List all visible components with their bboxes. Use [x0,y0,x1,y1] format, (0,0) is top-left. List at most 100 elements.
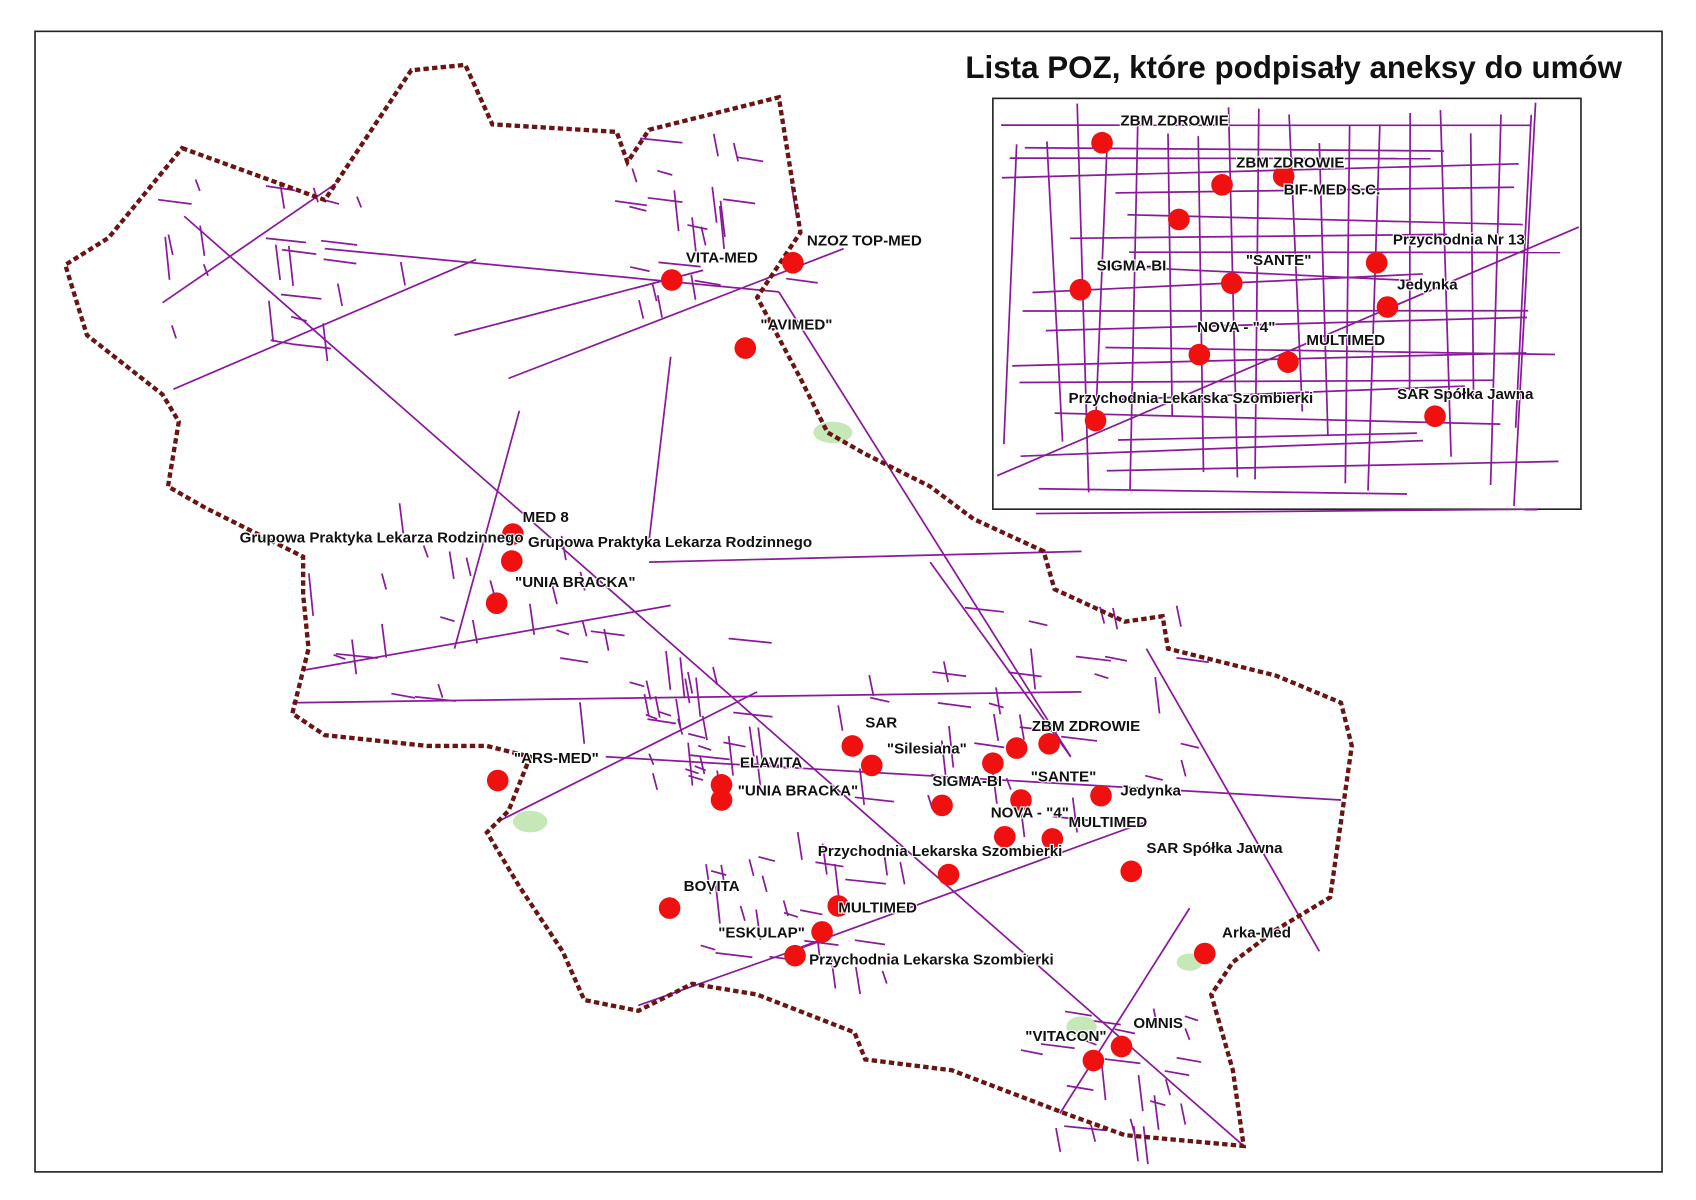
clinic-marker [1376,296,1399,318]
clinic-marker [1272,165,1295,188]
street [293,343,332,350]
street [1005,777,1012,791]
street [579,702,586,744]
clinic-label: Przychodnia Lekarska Szombierki [1069,390,1314,407]
clinic-marker [1365,251,1388,274]
street [748,726,755,758]
street [854,966,862,995]
street [1288,114,1304,412]
street [870,696,890,703]
street [1001,162,1519,179]
map-title: Lista POZ, które podpisały aneksy do umó… [965,50,1622,85]
street [1184,1015,1199,1022]
street [736,156,764,163]
street [333,653,346,660]
street [551,586,558,605]
street [381,573,388,590]
street [700,944,716,951]
clinic-label: SAR [865,715,897,732]
street [322,323,329,362]
road [1145,648,1321,952]
street [1164,1070,1190,1077]
street [858,768,866,805]
street [1318,143,1329,436]
street [170,325,177,339]
street [711,186,718,223]
street [1061,735,1098,742]
clinic-marker [782,251,804,274]
street [437,683,444,698]
clinic-label: Arka-Med [1222,924,1291,941]
clinic-label: NOVA - "4" [1197,319,1275,336]
street [845,878,886,885]
street [1164,1079,1171,1096]
street [733,711,773,718]
street [688,732,706,739]
street [1367,124,1381,491]
street [786,277,818,284]
green-area [1066,1016,1097,1038]
street [645,680,652,700]
street [657,710,672,717]
clinic-label: Grupowa Praktyka Lekarza Rodzinnego [528,534,812,551]
clinic-marker [658,897,681,919]
road [649,550,1082,564]
street [158,198,192,205]
street [652,773,659,791]
street [381,623,388,658]
street [323,258,357,265]
street [695,677,702,717]
clinic-marker [784,944,806,967]
clinic-label: "ARS-MED" [514,750,599,767]
street [732,142,739,162]
street [1137,1074,1144,1112]
clinic-label: "UNIA BRACKA" [738,783,859,800]
street [1167,133,1174,417]
street [1175,605,1182,627]
street [821,843,828,875]
street [755,755,762,792]
street [715,952,753,959]
street [654,696,661,718]
street [993,713,1000,741]
street [1514,114,1533,428]
street [1115,186,1515,194]
street [677,718,684,735]
street [694,765,707,772]
clinic-marker [1038,732,1060,755]
road [173,258,477,390]
street [1064,1010,1092,1017]
street [1089,1019,1121,1026]
clinic-label: Przychodnia Nr 13 [1393,231,1525,248]
street [643,693,650,716]
clinic-label: SAR Spółka Jawna [1397,386,1534,403]
street [471,619,478,644]
clinic-label: MED 8 [523,509,569,526]
street [699,755,706,775]
inset-road-network [996,102,1580,515]
clinic-marker [1120,860,1143,883]
clinic-marker [660,269,683,291]
clinic-marker [1211,174,1233,196]
street [1070,233,1447,240]
street [854,796,895,803]
road [1513,102,1537,506]
street [764,761,783,768]
street [1142,1126,1149,1165]
street [1002,144,1018,445]
clinic-label: NOVA - "4" [991,804,1069,821]
clinic-marker [1069,278,1092,301]
street [758,855,776,862]
street [899,861,906,885]
street [720,864,727,892]
street [712,666,719,686]
street [1154,676,1161,714]
street [1009,157,1431,160]
clinic-marker [1168,208,1190,231]
clinic-marker [1220,272,1243,295]
street [638,300,645,319]
street [799,909,823,916]
street [448,551,455,579]
clinic-marker [1188,343,1211,366]
street [656,169,673,176]
